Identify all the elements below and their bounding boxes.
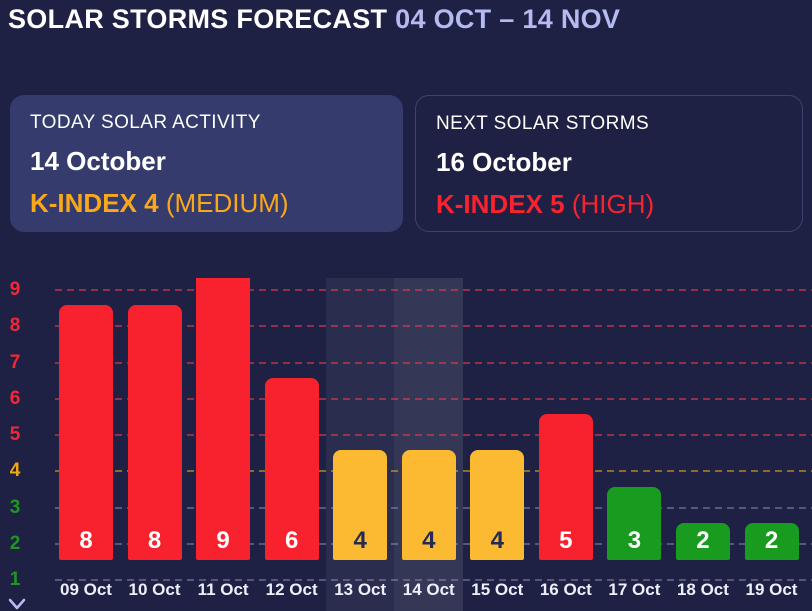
- bar-value-label: 6: [284, 527, 299, 554]
- today-kindex-value: K-INDEX 4: [30, 188, 159, 218]
- x-axis-date-11-oct: 11 Oct: [197, 580, 249, 599]
- next-kindex-level: (HIGH): [571, 189, 655, 219]
- kindex-bar-11-oct: 9: [196, 278, 251, 560]
- x-axis-date-12-oct: 12 Oct: [265, 580, 318, 599]
- chevron-down-icon[interactable]: [7, 598, 27, 611]
- kindex-bar-12-oct: 6: [264, 377, 319, 560]
- x-axis-date-13-oct: 13 Oct: [334, 580, 387, 599]
- today-card-label: TODAY SOLAR ACTIVITY: [30, 112, 261, 133]
- today-column-highlight: [394, 278, 464, 611]
- next-kindex-value: K-INDEX 5: [436, 189, 565, 219]
- bar-value-label: 4: [422, 527, 436, 554]
- kindex-bar-17-oct: 3: [607, 486, 662, 560]
- next-solar-storms-card: NEXT SOLAR STORMS 16 October K-INDEX 5 (…: [415, 95, 803, 232]
- today-card-kindex: K-INDEX 4 (MEDIUM): [30, 188, 383, 219]
- y-axis-tick-1: 1: [9, 569, 21, 590]
- today-card-date: 14 October: [30, 146, 166, 176]
- kindex-bar-18-oct: 2: [675, 522, 730, 560]
- x-axis-date-15-oct: 15 Oct: [471, 580, 524, 599]
- x-axis-date-09-oct: 09 Oct: [60, 580, 112, 599]
- y-axis-tick-6: 6: [9, 387, 21, 409]
- page-title: SOLAR STORMS FORECAST 04 OCT – 14 NOV: [8, 4, 620, 35]
- next-card-date: 16 October: [436, 147, 572, 177]
- gridline-7: [55, 361, 812, 364]
- x-axis-date-16-oct: 16 Oct: [539, 580, 592, 599]
- x-axis-date-17-oct: 17 Oct: [608, 580, 661, 599]
- y-axis-tick-4: 4: [9, 460, 21, 482]
- forecast-date-range: 04 OCT – 14 NOV: [395, 4, 621, 34]
- kindex-bar-15-oct: 4: [470, 450, 525, 560]
- x-axis-date-19-oct: 19 Oct: [745, 580, 798, 599]
- gridline-5: [55, 434, 812, 436]
- x-axis-date-14-oct: 14 Oct: [402, 580, 455, 599]
- bar-value-label: 2: [764, 527, 779, 554]
- bar-value-label: 8: [147, 527, 162, 554]
- next-card-label: NEXT SOLAR STORMS: [436, 113, 650, 134]
- today-solar-activity-card: TODAY SOLAR ACTIVITY 14 October K-INDEX …: [10, 95, 403, 232]
- bar-value-label: 9: [216, 527, 230, 554]
- gridline-6: [55, 397, 812, 400]
- bar-value-label: 8: [79, 527, 93, 554]
- bar-value-label: 5: [559, 527, 573, 554]
- gridline-9: [55, 289, 812, 291]
- y-axis-tick-8: 8: [9, 315, 21, 337]
- kindex-bar-19-oct: 2: [744, 522, 799, 560]
- page-title-text: SOLAR STORMS FORECAST: [8, 4, 388, 34]
- kindex-bar-chart: 1 2 3 4 5 6 7 8 9 8 09 Oct 8 10 Oct 9 11 Oct 6 12 Oct 4 13…: [0, 278, 812, 611]
- gridline-1: [55, 579, 812, 581]
- y-axis-tick-7: 7: [9, 351, 21, 373]
- kindex-bar-13-oct: 4: [333, 450, 388, 560]
- kindex-bar-09-oct: 8: [59, 305, 113, 560]
- bar-value-label: 4: [490, 527, 504, 554]
- x-axis-date-10-oct: 10 Oct: [128, 580, 181, 599]
- y-axis-tick-5: 5: [9, 424, 21, 445]
- kindex-bar-14-oct: 4: [401, 450, 456, 560]
- y-axis-tick-2: 2: [9, 532, 21, 554]
- day-column-highlight: [325, 278, 395, 611]
- y-axis-tick-3: 3: [9, 496, 21, 518]
- kindex-bar-16-oct: 5: [538, 414, 593, 560]
- x-axis-date-18-oct: 18 Oct: [676, 580, 729, 599]
- bar-value-label: 2: [696, 527, 710, 554]
- today-kindex-level: (MEDIUM): [165, 188, 289, 218]
- bar-value-label: 3: [627, 527, 642, 554]
- bar-value-label: 4: [353, 527, 367, 554]
- title-spacer: [387, 4, 395, 34]
- kindex-bar-10-oct: 8: [127, 305, 182, 560]
- gridline-8: [55, 325, 812, 328]
- y-axis-tick-9: 9: [9, 279, 21, 300]
- next-card-kindex: K-INDEX 5 (HIGH): [436, 189, 782, 220]
